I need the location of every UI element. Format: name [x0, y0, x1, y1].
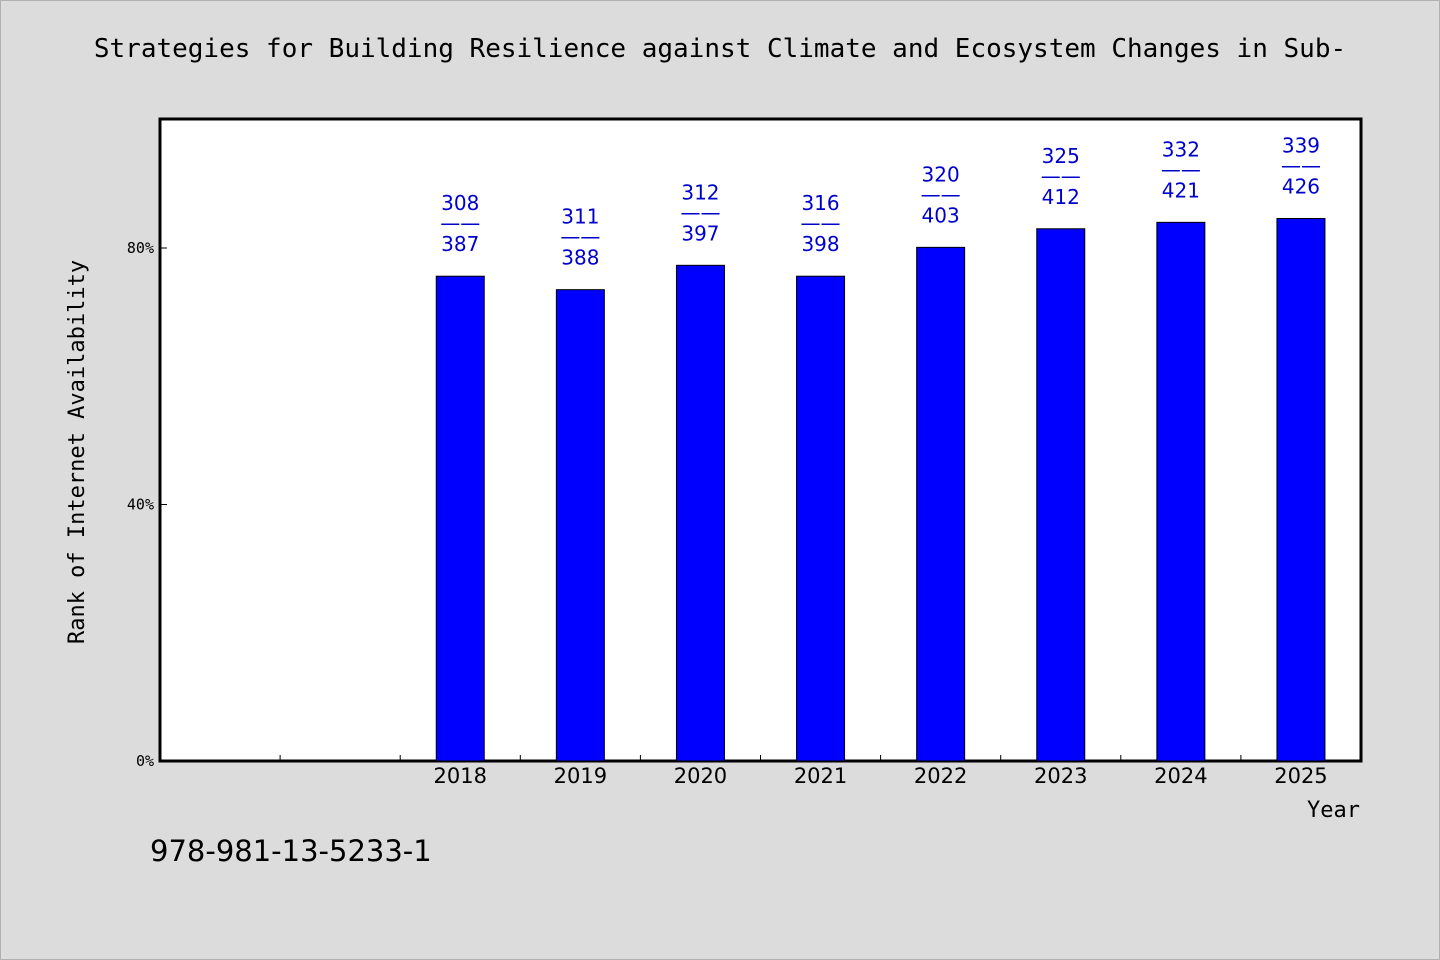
y-tick-label: 40%: [127, 496, 154, 514]
bar-data-label: ——: [1161, 157, 1201, 181]
bar-data-label: 308: [441, 191, 479, 215]
bar-data-label: 398: [801, 232, 839, 256]
bar-data-label: 311: [561, 205, 599, 229]
bar-data-label: 426: [1282, 175, 1320, 199]
x-tick-label: 2021: [794, 764, 847, 788]
bar-data-label: 403: [922, 203, 960, 227]
x-tick-label: 2019: [554, 764, 607, 788]
bar-data-label: 397: [681, 221, 719, 245]
x-axis-title: Year: [1307, 798, 1360, 823]
y-tick-label: 80%: [127, 239, 154, 257]
x-tick-label: 2018: [434, 764, 487, 788]
y-axis-title: Rank of Internet Availability: [65, 260, 90, 644]
bar-data-label: 388: [561, 246, 599, 270]
bar-data-label: 325: [1042, 144, 1080, 168]
bar-data-label: ——: [1041, 164, 1081, 188]
bar: [1276, 218, 1326, 762]
bar: [1036, 228, 1086, 762]
bar-data-label: 339: [1282, 134, 1320, 158]
x-tick-label: 2025: [1274, 764, 1327, 788]
chart-title: Strategies for Building Resilience again…: [93, 34, 1347, 64]
bar-data-label: 332: [1162, 137, 1200, 161]
bar-data-label: 320: [922, 162, 960, 186]
bar: [435, 275, 485, 762]
bar: [796, 275, 846, 762]
bar-data-label: 312: [681, 180, 719, 204]
bar-data-label: ——: [801, 211, 841, 235]
bar: [555, 289, 605, 762]
bar: [675, 264, 725, 762]
bar-data-label: ——: [1281, 154, 1321, 178]
bar: [1156, 221, 1206, 762]
bar: [916, 246, 966, 762]
bar-data-label: 421: [1162, 178, 1200, 202]
bar-data-label: 316: [801, 191, 839, 215]
isbn-code: 978-981-13-5233-1: [150, 834, 432, 868]
bar-data-label: 387: [441, 232, 479, 256]
x-tick-label: 2022: [914, 764, 967, 788]
bar-data-label: ——: [440, 211, 480, 235]
bar-data-label: 412: [1042, 185, 1080, 209]
x-tick-label: 2024: [1154, 764, 1207, 788]
bar-data-label: ——: [921, 182, 961, 206]
bar-data-label: ——: [680, 200, 720, 224]
x-tick-label: 2023: [1034, 764, 1087, 788]
y-tick-label: 0%: [136, 752, 154, 770]
x-tick-label: 2020: [674, 764, 727, 788]
bar-data-label: ——: [560, 225, 600, 249]
